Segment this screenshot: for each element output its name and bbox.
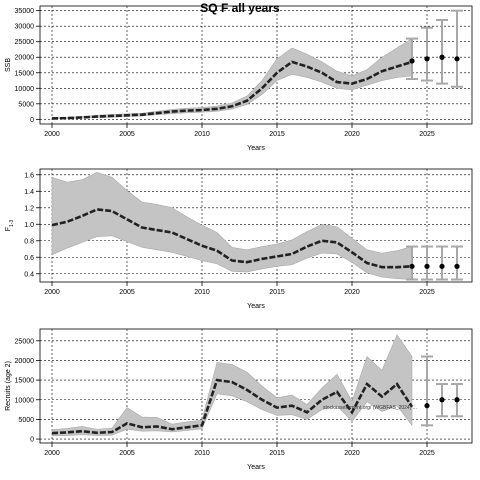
x-tick-label: 2015 bbox=[269, 450, 285, 457]
forecast-point bbox=[424, 56, 430, 62]
x-tick-label: 2020 bbox=[344, 450, 360, 457]
y-tick-label: 20000 bbox=[15, 55, 35, 62]
x-axis-label: Years bbox=[247, 464, 265, 471]
x-tick-label: 2025 bbox=[419, 131, 435, 138]
chart-annotation: stockassessment.org/ (WGBFAS_2024) ... bbox=[323, 405, 417, 411]
y-tick-label: 25000 bbox=[15, 338, 35, 345]
y-tick-label: 1.4 bbox=[24, 189, 34, 196]
estimate-line bbox=[51, 60, 413, 120]
plot-frame bbox=[39, 168, 473, 283]
x-tick-label: 2005 bbox=[119, 289, 135, 296]
y-tick-label: 0 bbox=[30, 117, 34, 124]
forecast-point bbox=[454, 263, 460, 269]
x-tick-label: 2015 bbox=[269, 131, 285, 138]
x-tick-label: 2000 bbox=[44, 450, 60, 457]
chart-title: SQ F all years bbox=[200, 1, 280, 15]
estimate-line bbox=[51, 378, 414, 435]
y-tick-label: 1.0 bbox=[24, 222, 34, 229]
y-tick-label: 0.4 bbox=[24, 271, 34, 278]
confidence-band bbox=[51, 171, 413, 280]
x-tick-label: 2005 bbox=[119, 131, 135, 138]
panel-recruits: 2000 2005 2010 2015 2020 2025 0 5000 10000 15000 2… bbox=[5, 328, 473, 471]
y-axis-label-subscript: 1-3 bbox=[9, 220, 15, 227]
estimate-line bbox=[51, 208, 413, 269]
y-tick-label: 30000 bbox=[15, 24, 35, 31]
y-tick-label: 25000 bbox=[15, 39, 35, 46]
x-tick-label: 2000 bbox=[44, 289, 60, 296]
y-tick-label: 0 bbox=[30, 437, 34, 444]
x-tick-label: 2010 bbox=[194, 131, 210, 138]
plot-frame bbox=[39, 5, 473, 125]
y-tick-label: 10000 bbox=[15, 86, 35, 93]
forecast-point bbox=[454, 56, 460, 62]
forecast-point bbox=[409, 263, 415, 269]
x-tick-label: 2025 bbox=[419, 289, 435, 296]
forecast-point bbox=[439, 397, 445, 403]
y-tick-label: 5000 bbox=[18, 417, 34, 424]
y-tick-label: 35000 bbox=[15, 8, 35, 15]
forecast-point bbox=[424, 263, 430, 269]
x-axis-label: Years bbox=[247, 303, 265, 310]
x-tick-label: 2020 bbox=[344, 131, 360, 138]
x-tick-label: 2020 bbox=[344, 289, 360, 296]
y-axis-label: F1-3 bbox=[5, 220, 15, 232]
y-axis-label: SSB bbox=[5, 58, 12, 72]
x-tick-label: 2000 bbox=[44, 131, 60, 138]
y-tick-label: 20000 bbox=[15, 358, 35, 365]
x-tick-label: 2010 bbox=[194, 450, 210, 457]
y-axis-label: Recruits (age 2) bbox=[5, 361, 12, 411]
forecast-point bbox=[439, 263, 445, 269]
x-tick-label: 2010 bbox=[194, 289, 210, 296]
confidence-band bbox=[51, 334, 413, 437]
x-axis-label: Years bbox=[247, 145, 265, 152]
panel-fbar: 2000 2005 2010 2015 2020 2025 0.4 0.6 0.8 1.0 1.2 1… bbox=[5, 168, 473, 310]
x-tick-label: 2025 bbox=[419, 450, 435, 457]
y-tick-label: 1.2 bbox=[24, 205, 34, 212]
forecast-point bbox=[424, 403, 430, 409]
y-tick-label: 15000 bbox=[15, 378, 35, 385]
forecast-point bbox=[439, 54, 445, 60]
panel-ssb: 2000 2005 2010 2015 2020 2025 0 5000 10000 15000 2… bbox=[5, 5, 473, 152]
x-tick-label: 2005 bbox=[119, 450, 135, 457]
forecast-point bbox=[409, 58, 415, 64]
x-tick-label: 2015 bbox=[269, 289, 285, 296]
forecast-point bbox=[454, 397, 460, 403]
y-tick-label: 15000 bbox=[15, 70, 35, 77]
y-tick-label: 0.8 bbox=[24, 238, 34, 245]
plot-frame bbox=[39, 328, 473, 444]
y-tick-label: 5000 bbox=[18, 101, 34, 108]
y-tick-label: 1.6 bbox=[24, 172, 34, 179]
y-tick-label: 0.6 bbox=[24, 255, 34, 262]
y-tick-label: 10000 bbox=[15, 397, 35, 404]
